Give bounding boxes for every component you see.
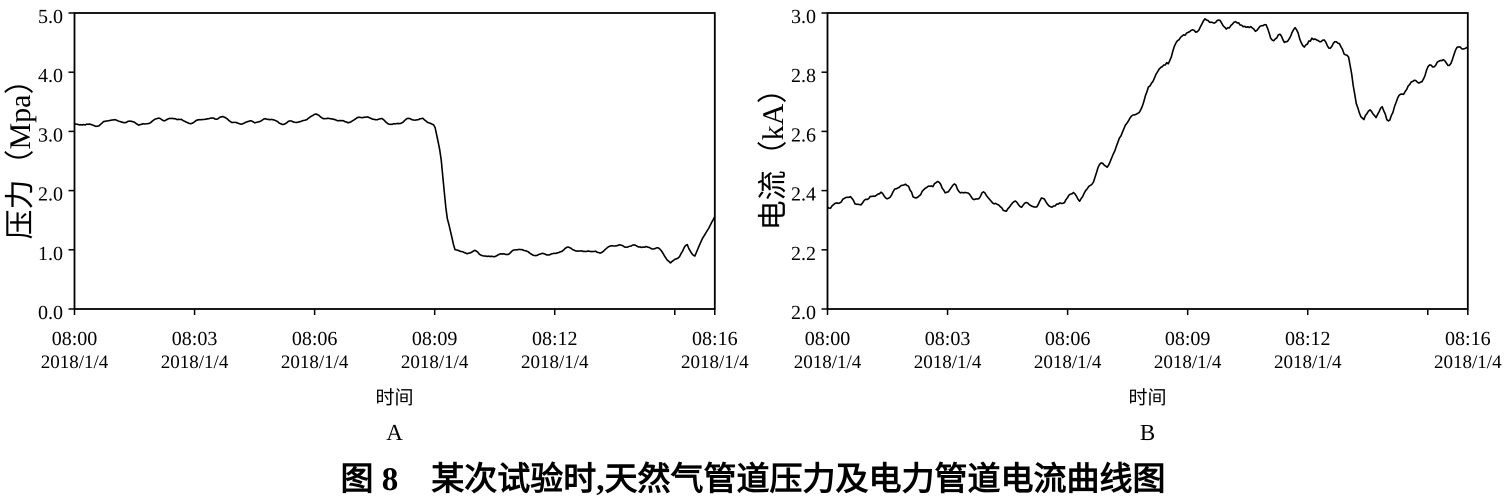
svg-text:0.0: 0.0: [38, 302, 63, 324]
svg-text:2018/1/4: 2018/1/4: [41, 352, 109, 373]
svg-text:2.6: 2.6: [791, 124, 816, 146]
svg-text:A: A: [386, 420, 403, 445]
svg-text:电流（kA）: 电流（kA）: [757, 74, 790, 231]
svg-text:4.0: 4.0: [38, 65, 63, 87]
svg-text:2.2: 2.2: [791, 243, 816, 265]
svg-text:2.4: 2.4: [791, 184, 816, 206]
svg-text:1.0: 1.0: [38, 243, 63, 265]
svg-text:B: B: [1140, 420, 1155, 445]
svg-text:时间: 时间: [375, 388, 413, 409]
svg-text:2.0: 2.0: [38, 184, 63, 206]
svg-text:压力（Mpa）: 压力（Mpa）: [4, 65, 37, 240]
svg-text:2.8: 2.8: [791, 65, 816, 87]
svg-text:08:09: 08:09: [412, 328, 458, 350]
svg-text:5.0: 5.0: [38, 6, 63, 28]
svg-text:2018/1/4: 2018/1/4: [1034, 352, 1102, 373]
svg-text:2018/1/4: 2018/1/4: [914, 352, 982, 373]
svg-text:08:00: 08:00: [805, 328, 851, 350]
svg-text:2018/1/4: 2018/1/4: [794, 352, 862, 373]
svg-text:08:03: 08:03: [925, 328, 971, 350]
svg-text:08:06: 08:06: [292, 328, 338, 350]
svg-text:08:03: 08:03: [172, 328, 218, 350]
svg-text:2018/1/4: 2018/1/4: [401, 352, 469, 373]
svg-text:08:16: 08:16: [1445, 328, 1491, 350]
svg-text:2018/1/4: 2018/1/4: [1434, 352, 1502, 373]
svg-text:2018/1/4: 2018/1/4: [681, 352, 749, 373]
svg-text:08:12: 08:12: [1285, 328, 1331, 350]
svg-text:2018/1/4: 2018/1/4: [281, 352, 349, 373]
svg-text:时间: 时间: [1128, 388, 1166, 409]
svg-text:08:09: 08:09: [1165, 328, 1211, 350]
svg-text:08:00: 08:00: [52, 328, 98, 350]
svg-text:3.0: 3.0: [791, 6, 816, 28]
svg-text:3.0: 3.0: [38, 124, 63, 146]
svg-text:2018/1/4: 2018/1/4: [1154, 352, 1222, 373]
svg-text:2018/1/4: 2018/1/4: [161, 352, 229, 373]
svg-text:2018/1/4: 2018/1/4: [1274, 352, 1342, 373]
svg-text:08:12: 08:12: [532, 328, 578, 350]
svg-text:08:16: 08:16: [692, 328, 738, 350]
svg-text:08:06: 08:06: [1045, 328, 1091, 350]
svg-text:2.0: 2.0: [791, 302, 816, 324]
svg-text:2018/1/4: 2018/1/4: [521, 352, 589, 373]
